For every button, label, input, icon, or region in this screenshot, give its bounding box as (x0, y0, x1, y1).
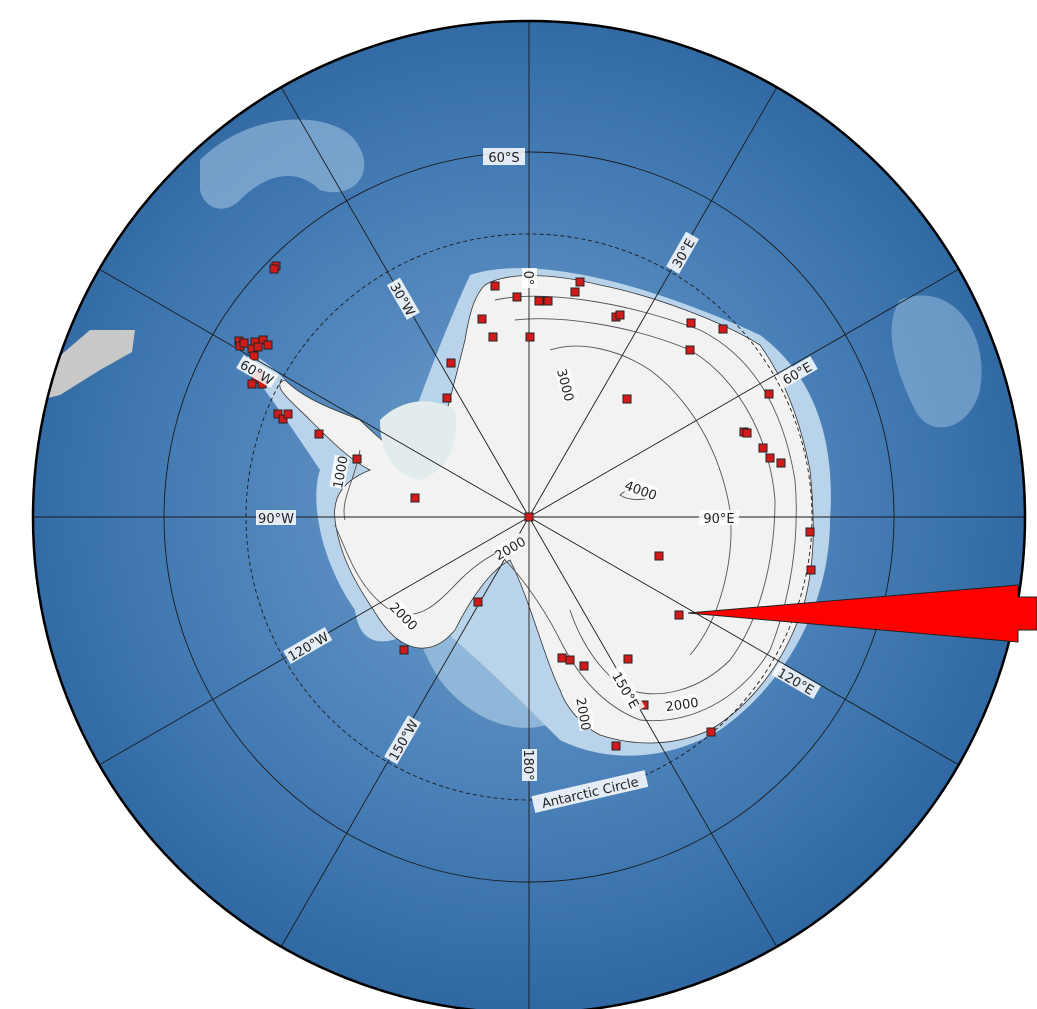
station-marker (512, 292, 522, 302)
station-marker (534, 296, 544, 306)
station-marker (764, 389, 774, 399)
station-marker (674, 610, 684, 620)
station-marker (352, 454, 362, 464)
station-marker (742, 428, 752, 438)
station-marker (446, 358, 456, 368)
station-marker (239, 338, 249, 348)
station-marker (776, 458, 786, 468)
station-marker (477, 314, 487, 324)
station-marker (806, 565, 816, 575)
kerguelen-plateau (891, 295, 982, 428)
station-marker (718, 324, 728, 334)
station-marker (249, 351, 259, 361)
station-marker (283, 409, 293, 419)
station-marker (615, 310, 625, 320)
station-marker (490, 281, 500, 291)
map-border (31, 19, 1027, 1009)
station-marker (263, 340, 273, 350)
station-marker (473, 597, 483, 607)
stations-layer (234, 261, 816, 751)
station-marker (565, 655, 575, 665)
station-marker (247, 379, 257, 389)
meridian-label-90w: 90°W (258, 512, 294, 527)
south-america-land (40, 330, 135, 400)
station-marker (654, 551, 664, 561)
station-marker (706, 727, 716, 737)
meridian-label-180: 180° (520, 749, 535, 780)
station-marker (579, 661, 589, 671)
contour-label-1000: 1000 (331, 455, 352, 490)
highlight-arrow (687, 584, 1037, 643)
contour-label-2000-south: 2000 (572, 697, 593, 732)
contour-label-2000-east: 2000 (665, 696, 700, 715)
station-marker (442, 393, 452, 403)
station-marker (410, 493, 420, 503)
station-marker (488, 332, 498, 342)
station-marker (622, 394, 632, 404)
station-marker (258, 335, 268, 345)
station-marker (575, 277, 585, 287)
station-marker (686, 318, 696, 328)
meridian-label-0: 0° (520, 271, 535, 286)
ronne-ice-shelf (380, 401, 457, 480)
station-marker (557, 653, 567, 663)
station-marker (253, 342, 263, 352)
station-marker (570, 287, 580, 297)
station-marker (399, 645, 409, 655)
station-marker (765, 453, 775, 463)
station-marker (685, 345, 695, 355)
station-marker (611, 741, 621, 751)
station-marker (269, 264, 279, 274)
station-marker (758, 443, 768, 453)
station-marker (525, 332, 535, 342)
station-marker (805, 527, 815, 537)
station-marker (273, 409, 283, 419)
station-marker (314, 429, 324, 439)
station-marker (623, 654, 633, 664)
station-marker (524, 512, 534, 522)
scotia-ridge (200, 119, 365, 209)
meridian-label-90e: 90°E (703, 512, 734, 527)
station-marker (543, 296, 553, 306)
station-marker (278, 414, 288, 424)
lat-label-60s: 60°S (488, 151, 519, 166)
